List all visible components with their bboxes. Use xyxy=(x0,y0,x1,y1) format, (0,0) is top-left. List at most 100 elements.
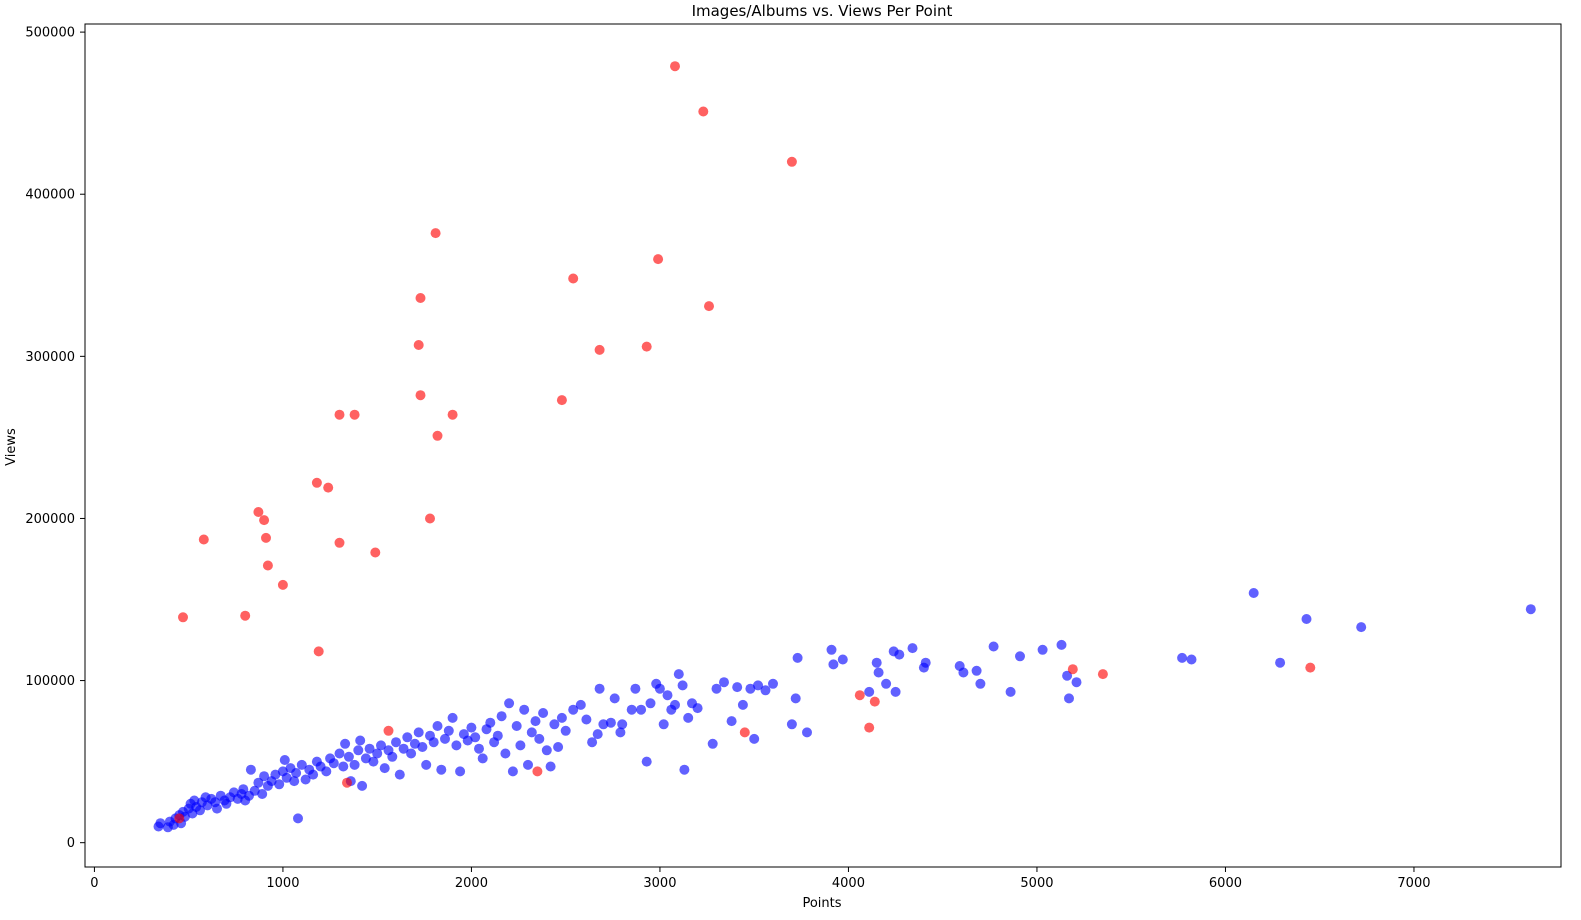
data-point-series-1-20 xyxy=(425,513,435,524)
data-point-series-0-150 xyxy=(719,677,729,688)
y-axis-label: Views xyxy=(4,428,19,466)
y-tick-label: 100000 xyxy=(25,674,75,689)
data-point-series-0-101 xyxy=(492,730,503,741)
data-point-series-1-38 xyxy=(1067,664,1078,675)
data-point-series-1-17 xyxy=(413,340,424,350)
data-point-series-0-149 xyxy=(711,683,722,694)
data-point-series-0-105 xyxy=(507,766,518,777)
data-point-series-0-129 xyxy=(615,727,626,738)
data-point-series-1-12 xyxy=(334,537,345,548)
data-point-series-0-46 xyxy=(291,768,302,778)
data-point-series-0-177 xyxy=(958,667,969,678)
data-point-series-0-57 xyxy=(334,748,345,759)
data-point-series-0-110 xyxy=(526,727,537,738)
x-tick-label: 0 xyxy=(90,876,98,891)
data-point-series-1-4 xyxy=(259,515,270,526)
data-point-series-0-152 xyxy=(732,682,743,693)
data-point-series-0-59 xyxy=(340,738,351,749)
data-point-series-0-89 xyxy=(447,712,458,723)
data-point-series-0-35 xyxy=(257,789,268,799)
data-point-series-0-135 xyxy=(645,698,656,709)
data-point-series-0-187 xyxy=(1071,677,1082,688)
data-point-series-0-73 xyxy=(387,751,398,762)
data-point-series-0-56 xyxy=(328,758,339,769)
data-point-series-0-192 xyxy=(1301,614,1312,624)
data-point-series-0-156 xyxy=(753,680,763,691)
data-point-series-1-0 xyxy=(178,612,188,623)
data-point-series-0-74 xyxy=(391,737,401,748)
data-point-series-0-91 xyxy=(455,766,466,777)
data-point-series-0-115 xyxy=(545,761,556,772)
data-point-series-0-133 xyxy=(636,704,647,715)
data-point-series-0-188 xyxy=(1177,652,1188,663)
data-point-series-0-151 xyxy=(726,716,737,727)
data-point-series-0-69 xyxy=(372,748,383,759)
data-point-series-1-35 xyxy=(854,690,865,701)
y-tick-label: 400000 xyxy=(25,188,75,203)
data-point-series-0-193 xyxy=(1356,622,1367,633)
y-tick-label: 300000 xyxy=(25,350,75,365)
data-point-series-1-28 xyxy=(641,341,652,352)
data-point-series-1-19 xyxy=(415,390,426,401)
data-point-series-0-178 xyxy=(971,665,982,676)
data-point-series-0-39 xyxy=(270,769,281,780)
data-point-series-0-160 xyxy=(790,693,801,704)
points-layer xyxy=(153,61,1536,833)
data-point-series-0-137 xyxy=(654,683,665,694)
data-point-series-0-113 xyxy=(538,708,549,718)
x-axis: 0 1000 2000 3000 4000 5000 6000 7000 xyxy=(90,867,1431,891)
data-point-series-0-155 xyxy=(749,733,760,744)
data-point-series-1-25 xyxy=(556,395,567,406)
data-point-series-0-147 xyxy=(692,703,703,714)
data-point-series-1-11 xyxy=(334,409,345,420)
data-point-series-0-82 xyxy=(421,759,432,770)
data-point-series-1-7 xyxy=(277,579,288,590)
data-point-series-0-153 xyxy=(737,699,748,710)
data-point-series-0-107 xyxy=(515,740,526,751)
data-point-series-0-128 xyxy=(609,693,620,704)
data-point-series-0-190 xyxy=(1248,588,1259,598)
data-point-series-1-1 xyxy=(198,534,209,545)
data-point-series-1-6 xyxy=(262,560,273,571)
x-tick-label: 7000 xyxy=(1397,876,1430,891)
data-point-series-0-42 xyxy=(279,755,290,765)
data-point-series-0-117 xyxy=(553,742,564,752)
data-point-series-0-122 xyxy=(581,714,592,725)
data-point-series-0-97 xyxy=(477,753,488,764)
data-point-series-0-78 xyxy=(406,748,417,759)
x-tick-label: 2000 xyxy=(455,876,488,891)
data-point-series-0-120 xyxy=(568,704,579,715)
data-point-series-0-172 xyxy=(894,649,905,660)
data-point-series-0-87 xyxy=(440,733,450,744)
data-point-series-0-180 xyxy=(988,641,999,652)
data-point-series-0-94 xyxy=(466,722,477,733)
data-point-series-1-23 xyxy=(447,409,458,420)
data-point-series-1-16 xyxy=(383,725,394,736)
data-point-series-0-130 xyxy=(617,719,628,730)
data-point-series-0-47 xyxy=(293,813,303,824)
data-point-series-0-71 xyxy=(379,763,390,774)
data-point-series-1-22 xyxy=(432,430,443,441)
data-point-series-0-166 xyxy=(864,686,875,697)
data-point-series-0-154 xyxy=(745,683,756,694)
x-tick-label: 1000 xyxy=(266,876,299,891)
data-point-series-0-127 xyxy=(605,717,616,728)
data-point-series-1-5 xyxy=(261,532,271,543)
data-point-series-0-148 xyxy=(707,738,718,749)
data-point-series-0-88 xyxy=(443,725,454,736)
data-point-series-0-104 xyxy=(504,698,515,709)
data-point-series-0-124 xyxy=(592,729,603,740)
data-point-series-0-95 xyxy=(470,732,481,743)
data-point-series-0-134 xyxy=(641,756,652,767)
data-point-series-0-164 xyxy=(828,659,839,670)
data-point-series-0-116 xyxy=(549,719,560,730)
data-point-series-1-15 xyxy=(370,547,381,558)
data-point-series-0-144 xyxy=(679,764,690,775)
data-point-series-0-40 xyxy=(274,779,285,790)
data-point-series-0-79 xyxy=(409,738,420,749)
data-point-series-0-33 xyxy=(249,785,260,796)
data-point-series-0-62 xyxy=(349,759,360,770)
data-point-series-0-84 xyxy=(428,737,439,748)
data-point-series-0-45 xyxy=(289,776,300,787)
